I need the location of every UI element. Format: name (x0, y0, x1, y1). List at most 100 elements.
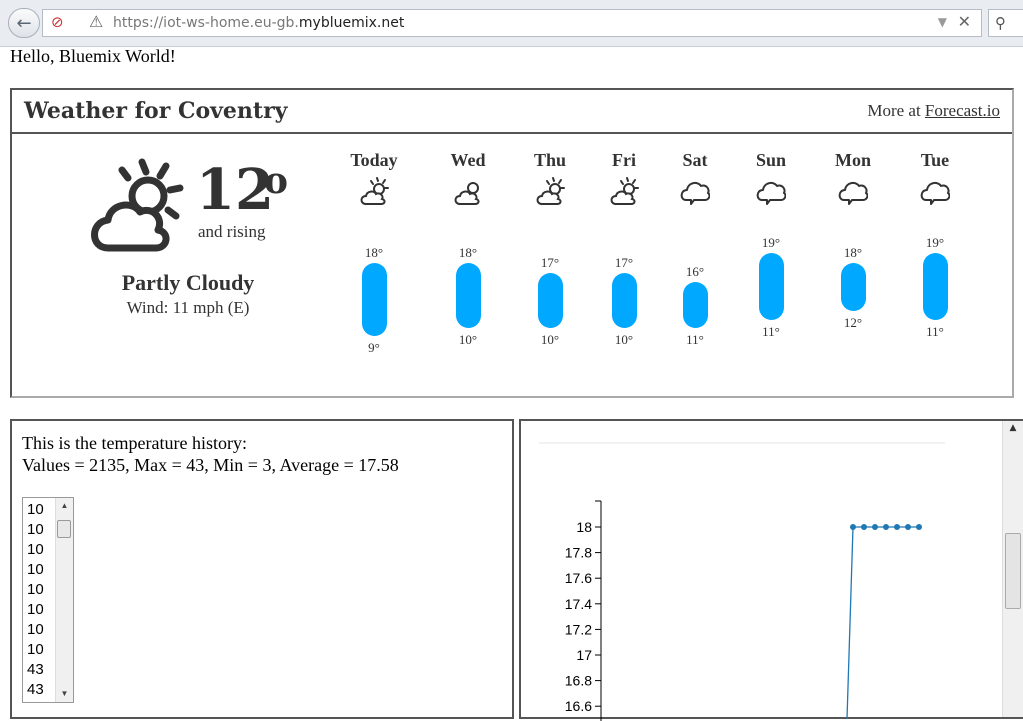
y-tick-label: 17 (576, 647, 592, 663)
forecast-day-sat: Sat 16° 11° (655, 150, 735, 390)
temperature-bar (923, 252, 948, 320)
weather-header: Weather for Coventry More at Forecast.io (12, 90, 1012, 134)
temperature-bar (683, 282, 708, 329)
day-high: 19° (761, 234, 781, 250)
temperature-bar (538, 272, 563, 329)
day-low: 11° (762, 323, 780, 339)
forecast-day-thu: Thu 17° 10° (510, 150, 590, 390)
day-high: 17° (540, 254, 560, 270)
more-at: More at Forecast.io (867, 101, 1000, 120)
y-tick-label: 17.8 (565, 545, 592, 561)
partly-cloudy-icon (610, 177, 639, 205)
day-low: 10° (458, 332, 478, 348)
temperature-bar (841, 262, 866, 312)
warning-triangle-icon[interactable]: ⚠ (89, 12, 104, 31)
forecast-day-wed: Wed 18° 10° (428, 150, 508, 390)
temperature-trend: and rising (198, 222, 266, 241)
scroll-down-icon[interactable]: ▼ (60, 689, 69, 698)
partly-cloudy-icon (91, 158, 184, 252)
y-tick-label: 17.6 (565, 570, 592, 586)
list-item[interactable]: 43 (27, 681, 44, 698)
day-high: 16° (685, 264, 705, 280)
day-low: 11° (926, 323, 944, 339)
list-item[interactable]: 10 (27, 541, 44, 558)
cloudy-sun-icon (454, 182, 480, 205)
dropdown-icon[interactable]: ▼ (937, 15, 947, 29)
hello-text: Hello, Bluemix World! (10, 46, 176, 66)
scroll-thumb[interactable] (1005, 533, 1021, 609)
temperature-bar (456, 262, 481, 329)
search-icon[interactable]: ⚲ (988, 9, 1023, 37)
series-line (846, 526, 919, 720)
cloud-icon (838, 181, 868, 205)
list-item[interactable]: 10 (27, 601, 44, 618)
address-bar[interactable]: ⊘ ⚠ https://iot-ws-home.eu-gb.mybluemix.… (42, 9, 982, 37)
data-point (883, 524, 889, 530)
temperature-bar (759, 252, 784, 320)
y-tick-label: 18 (576, 519, 592, 535)
history-stats: Values = 2135, Max = 43, Min = 3, Averag… (22, 455, 399, 475)
weather-title: Weather for Coventry (24, 98, 288, 124)
browser-toolbar: ← ⊘ ⚠ https://iot-ws-home.eu-gb.mybluemi… (0, 0, 1023, 47)
day-high: 17° (614, 254, 634, 270)
day-name: Sat (682, 150, 708, 170)
day-name: Mon (835, 150, 871, 170)
day-name: Thu (533, 150, 567, 170)
list-item[interactable]: 10 (27, 561, 44, 578)
data-point (861, 524, 867, 530)
cloud-icon (680, 181, 710, 205)
degree-symbol: o (264, 160, 289, 202)
forecast-day-sun: Sun 19° 11° (731, 150, 811, 390)
y-tick-label: 17.4 (565, 596, 592, 612)
list-item[interactable]: 10 (27, 581, 44, 598)
data-point (850, 524, 856, 530)
cloud-icon (756, 181, 786, 205)
day-low: 9° (368, 340, 380, 356)
weather-widget: Weather for Coventry More at Forecast.io… (10, 88, 1014, 398)
day-high: 18° (843, 244, 863, 260)
day-high: 18° (458, 244, 478, 260)
listbox-scrollbar[interactable]: ▲ ▼ (55, 498, 73, 702)
history-panel: This is the temperature history: Values … (10, 419, 514, 719)
list-item[interactable]: 43 (27, 661, 44, 678)
y-tick-label: 16.6 (565, 698, 592, 714)
forecast-day-tue: Tue 19° 11° (895, 150, 975, 390)
forecast-link[interactable]: Forecast.io (924, 101, 1000, 120)
url-text[interactable]: https://iot-ws-home.eu-gb.mybluemix.net (113, 15, 405, 31)
data-point (916, 524, 922, 530)
weather-summary: Partly Cloudy (121, 270, 255, 295)
wind-info: Wind: 11 mph (E) (126, 298, 250, 317)
day-low: 10° (540, 332, 560, 348)
chart-scrollbar[interactable]: ▲ (1002, 421, 1023, 717)
scroll-up-icon[interactable]: ▲ (60, 501, 69, 510)
current-temperature: 12 (196, 157, 274, 223)
day-name: Fri (612, 150, 636, 170)
data-point (905, 524, 911, 530)
scroll-up-icon[interactable]: ▲ (1009, 423, 1017, 433)
scroll-thumb[interactable] (57, 520, 71, 538)
list-item[interactable]: 10 (27, 641, 44, 658)
y-tick-label: 16.8 (565, 673, 592, 689)
day-low: 10° (614, 332, 634, 348)
day-name: Tue (920, 150, 950, 170)
back-arrow-icon[interactable]: ← (8, 8, 40, 38)
list-item[interactable]: 10 (27, 501, 44, 518)
history-heading: This is the temperature history: (22, 433, 247, 453)
data-point (872, 524, 878, 530)
temperature-bar (612, 272, 637, 329)
day-high: 18° (364, 244, 384, 260)
forecast-day-fri: Fri 17° 10° (584, 150, 664, 390)
y-tick-label: 17.2 (565, 621, 592, 637)
day-low: 11° (686, 332, 704, 348)
listbox-rows: 10 10 10 10 10 10 10 10 43 43 (27, 500, 44, 700)
list-item[interactable]: 10 (27, 521, 44, 538)
history-listbox[interactable]: 10 10 10 10 10 10 10 10 43 43 ▲ ▼ (22, 497, 74, 703)
forecast-day-today: Today 18° 9° (334, 150, 414, 390)
day-name: Today (350, 150, 398, 170)
list-item[interactable]: 10 (27, 621, 44, 638)
close-icon[interactable]: ✕ (957, 12, 971, 31)
partly-cloudy-icon (536, 177, 565, 205)
tracking-protection-icon[interactable]: ⊘ (51, 13, 64, 31)
forecast-day-mon: Mon 18° 12° (813, 150, 893, 390)
temperature-bar (362, 262, 387, 337)
